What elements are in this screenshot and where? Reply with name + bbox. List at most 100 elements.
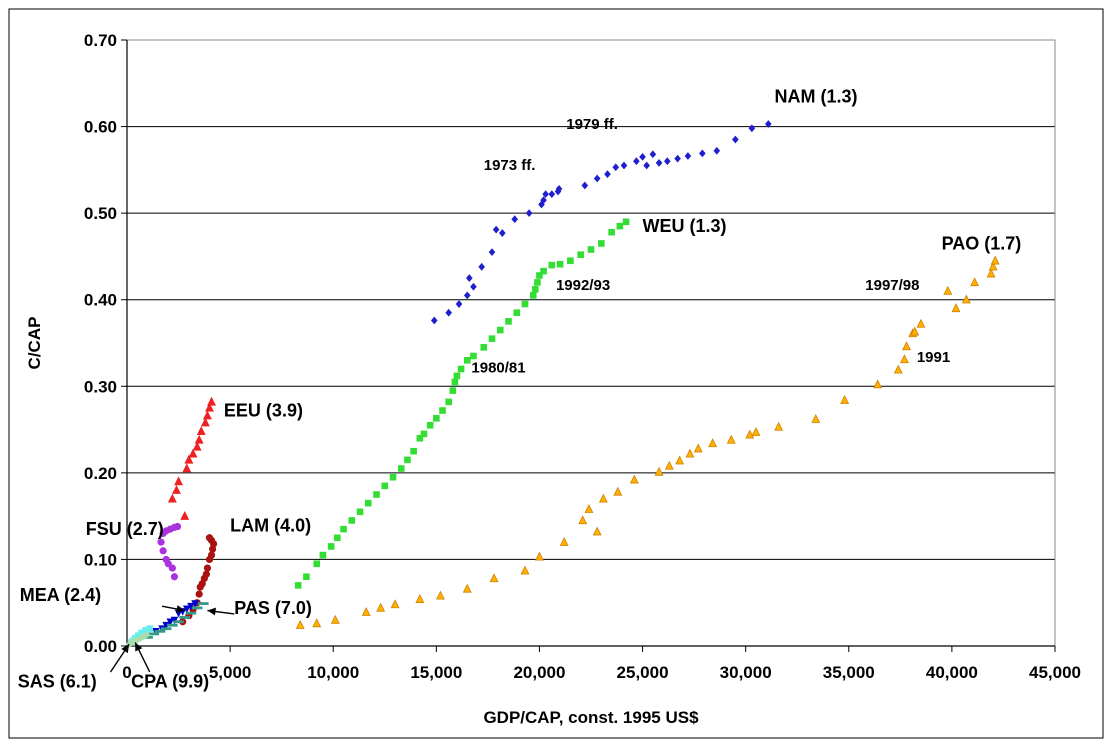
data-point <box>381 482 389 490</box>
region-label: CPA (9.9) <box>131 672 209 692</box>
data-point <box>416 434 424 442</box>
x-tick-label: 15,000 <box>410 663 462 682</box>
data-point <box>453 372 461 380</box>
data-point <box>900 354 909 364</box>
data-point <box>445 308 453 317</box>
data-point <box>449 387 457 394</box>
data-point <box>581 181 589 190</box>
data-point <box>203 564 212 572</box>
data-point <box>520 565 530 575</box>
data-point <box>639 152 646 161</box>
data-point <box>194 434 204 444</box>
x-tick-label: 20,000 <box>513 663 565 682</box>
series-group <box>294 218 630 589</box>
data-point <box>138 629 145 637</box>
data-point <box>693 443 703 453</box>
data-point <box>534 279 541 286</box>
data-point <box>511 215 518 224</box>
data-point <box>578 515 588 525</box>
data-point <box>774 421 784 431</box>
data-point <box>943 285 953 295</box>
data-point <box>319 551 327 559</box>
data-point <box>148 632 160 636</box>
outer-border <box>8 8 1104 739</box>
data-point <box>470 282 477 291</box>
data-point <box>988 261 998 271</box>
data-point <box>445 398 453 406</box>
data-point <box>620 161 628 170</box>
data-point <box>633 157 640 166</box>
year-annotation: 1979 ff. <box>566 116 618 133</box>
data-point <box>529 292 537 299</box>
data-point <box>172 484 181 494</box>
year-annotation: 1992/93 <box>556 277 610 294</box>
data-point <box>361 607 371 616</box>
data-point <box>748 124 756 133</box>
data-point <box>439 407 446 414</box>
data-point <box>745 429 755 439</box>
data-point <box>587 246 595 253</box>
data-point <box>196 426 206 436</box>
data-point <box>463 291 471 300</box>
region-label: FSU (2.7) <box>86 519 164 539</box>
data-point <box>765 120 772 128</box>
data-point <box>180 510 190 520</box>
data-point <box>902 341 911 351</box>
data-point <box>184 454 194 464</box>
x-tick-label: 25,000 <box>617 663 669 682</box>
data-point <box>187 602 195 611</box>
arrow-head <box>135 642 143 652</box>
data-points <box>125 120 1000 649</box>
data-point <box>202 410 212 420</box>
data-point <box>376 602 386 612</box>
data-point <box>183 605 191 614</box>
data-point <box>191 606 203 610</box>
arrow-head <box>176 605 185 613</box>
data-point <box>436 590 445 600</box>
series-group <box>295 255 1000 629</box>
arrow-head <box>121 644 130 654</box>
x-tick-label: 40,000 <box>926 663 978 682</box>
data-point <box>462 583 472 593</box>
y-tick-label: 0.50 <box>84 204 117 223</box>
data-point <box>195 590 203 598</box>
data-point <box>567 257 574 265</box>
data-point <box>162 555 170 564</box>
data-point <box>334 534 341 542</box>
data-point <box>457 365 465 373</box>
data-point <box>295 620 305 629</box>
series-group <box>430 120 772 325</box>
data-point <box>499 229 506 237</box>
label-arrows <box>109 605 235 673</box>
data-point <box>198 602 209 605</box>
data-point <box>415 594 425 603</box>
data-point <box>205 402 214 412</box>
data-point <box>179 616 191 619</box>
x-tick-label: 30,000 <box>720 663 772 682</box>
data-point <box>751 426 761 436</box>
data-point <box>513 309 521 316</box>
data-point <box>654 466 664 476</box>
data-point <box>389 473 397 481</box>
data-point <box>840 394 850 404</box>
data-point <box>420 430 428 438</box>
data-point <box>577 251 584 258</box>
data-point <box>811 413 821 423</box>
data-point <box>205 534 214 542</box>
data-point <box>708 438 718 448</box>
data-point <box>488 335 496 342</box>
data-point <box>592 526 602 536</box>
data-point <box>410 447 417 455</box>
data-point <box>303 573 310 581</box>
data-point <box>167 493 177 503</box>
data-point <box>685 448 695 458</box>
data-point <box>664 460 674 470</box>
region-label: MEA (2.4) <box>20 585 101 605</box>
y-axis-label: C/CAP <box>25 317 44 370</box>
data-point <box>426 421 434 429</box>
data-point <box>584 504 594 513</box>
data-point <box>649 150 657 159</box>
data-point <box>664 157 671 166</box>
data-point <box>480 344 488 351</box>
data-point <box>294 582 302 589</box>
